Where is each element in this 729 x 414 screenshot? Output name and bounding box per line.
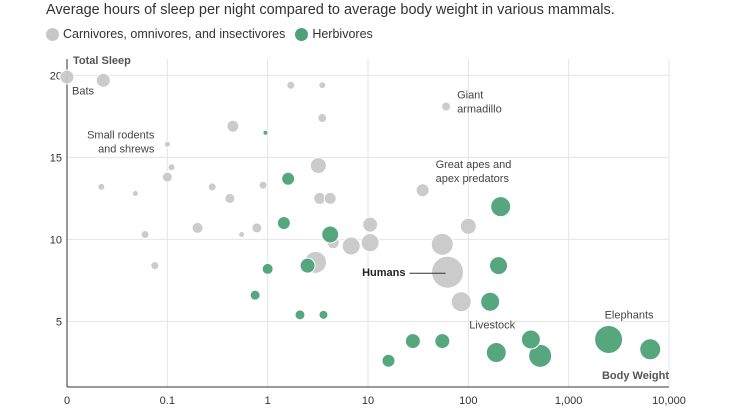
legend: Carnivores, omnivores, and insectivores … <box>46 27 383 41</box>
herbivore-point <box>261 262 274 275</box>
herbivore-point <box>485 342 507 364</box>
axes: 0 0.1 1 10 100 1,000 10,000 5 10 15 20 <box>50 59 686 407</box>
carnivore-point <box>140 229 150 239</box>
carnivore-point <box>131 189 139 197</box>
herbivore-point <box>528 343 553 368</box>
legend-item-herbivores: Herbivores <box>295 27 373 41</box>
carnivore-point <box>161 171 173 183</box>
x-tick-label: 10 <box>362 395 374 407</box>
carnivore-point <box>318 81 327 90</box>
carnivore-point <box>59 69 75 85</box>
carnivore-point <box>191 221 204 234</box>
annotation-label: Bats <box>72 85 95 97</box>
y-tick-label: 20 <box>50 70 62 82</box>
carnivore-point <box>95 72 111 88</box>
carnivore-point <box>226 119 240 133</box>
x-tick-label: 0.1 <box>160 395 175 407</box>
y-tick-label: 10 <box>50 234 62 246</box>
x-tick-label: 1 <box>265 395 271 407</box>
herbivore-point <box>299 257 316 274</box>
herbivore-point <box>489 256 509 276</box>
annotation-label: Livestock <box>469 320 515 332</box>
carnivore-point <box>150 261 160 271</box>
herbivore-point <box>404 333 421 350</box>
herbivore-point <box>276 216 291 230</box>
legend-item-carnivores: Carnivores, omnivores, and insectivores <box>46 27 285 41</box>
carnivore-point <box>459 217 477 235</box>
gridlines <box>67 59 670 387</box>
herbivore-point <box>294 309 306 321</box>
herbivore-point <box>381 353 396 368</box>
x-tick-label: 0 <box>64 395 70 407</box>
annotation-label: Giant armadillo <box>457 90 502 116</box>
herbivore-point <box>318 309 329 320</box>
carnivore-point <box>309 157 327 175</box>
herbivore-point <box>249 289 261 301</box>
x-tick-label: 10,000 <box>652 395 686 407</box>
carnivore-point <box>163 140 171 148</box>
annotations: Bats Giant armadillo Small rodents and shrew… <box>72 85 654 331</box>
y-tick-label: 15 <box>50 152 62 164</box>
carnivore-point <box>341 236 361 256</box>
carnivore-point <box>431 255 465 289</box>
y-axis-title: Total Sleep <box>73 55 131 67</box>
carnivore-point <box>441 101 452 112</box>
legend-swatch-herbivores <box>295 27 309 41</box>
carnivore-point <box>286 80 296 90</box>
y-tick-label: 5 <box>56 316 62 328</box>
carnivore-point <box>251 222 263 234</box>
annotation-label: Small rodents and shrews <box>87 129 155 155</box>
herbivore-point <box>434 333 451 350</box>
herbivore-point <box>639 338 662 361</box>
herbivore-point <box>594 324 624 354</box>
herbivore-point <box>480 291 501 312</box>
carnivore-point <box>167 163 176 172</box>
chart-title: Average hours of sleep per night compare… <box>46 2 615 18</box>
legend-label-carnivores: Carnivores, omnivores, and insectivores <box>63 27 286 41</box>
carnivore-point <box>97 182 106 191</box>
carnivore-point <box>224 192 236 204</box>
data-points <box>59 69 662 368</box>
x-tick-label: 1,000 <box>555 395 583 407</box>
carnivore-point <box>317 113 328 124</box>
carnivore-point <box>362 216 379 233</box>
annotation-label: Humans <box>362 267 405 279</box>
carnivore-point <box>450 291 472 313</box>
legend-label-herbivores: Herbivores <box>312 27 373 41</box>
herbivore-point <box>262 129 269 136</box>
carnivore-point <box>258 180 268 190</box>
herbivore-point <box>321 225 340 244</box>
x-tick-label: 100 <box>459 395 477 407</box>
carnivore-point <box>238 230 246 238</box>
annotation-label: Elephants <box>605 309 654 321</box>
carnivore-point <box>415 183 430 198</box>
herbivore-point <box>490 196 512 218</box>
x-axis-title: Body Weight <box>602 370 669 382</box>
carnivore-point <box>430 232 454 256</box>
carnivore-point <box>207 182 217 192</box>
herbivore-point <box>520 329 541 350</box>
annotation-label: Great apes and apex predators <box>436 159 512 185</box>
carnivore-point <box>360 233 380 253</box>
legend-swatch-carnivores <box>46 27 59 41</box>
herbivore-point <box>281 171 296 186</box>
carnivore-point <box>323 191 337 205</box>
